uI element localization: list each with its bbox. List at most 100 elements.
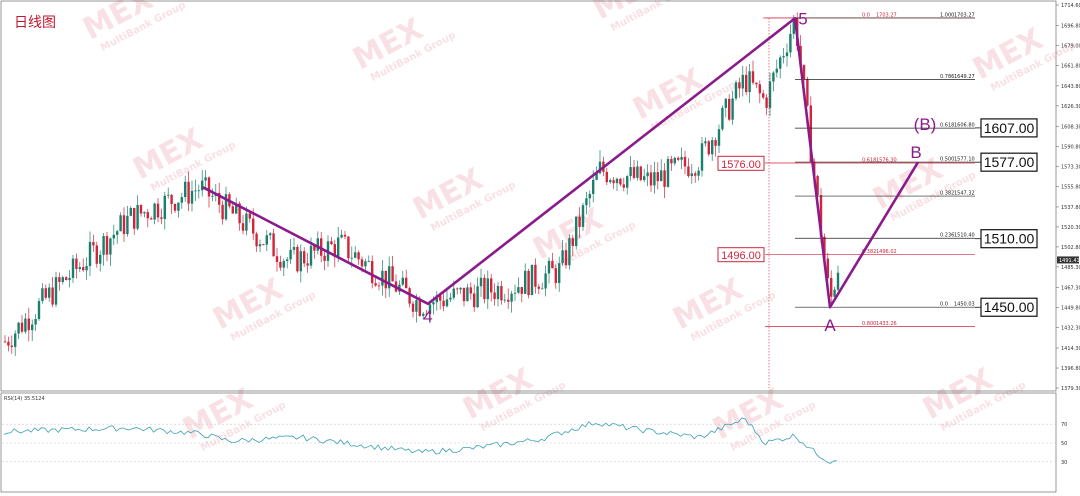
candle [303, 247, 306, 268]
candle [88, 231, 92, 276]
candle [442, 293, 445, 312]
candle [493, 283, 496, 306]
candle [85, 257, 88, 281]
candle [211, 188, 214, 201]
candle [425, 309, 428, 316]
candle [459, 287, 462, 294]
candle [292, 237, 296, 255]
candle [133, 207, 136, 235]
candle [241, 214, 245, 235]
price-axis: 1714.60 1696.80 1679.00 1661.80 1643.80 1626.… [1056, 3, 1080, 392]
candle [741, 65, 744, 97]
candle [496, 282, 500, 307]
candle [609, 178, 612, 184]
candle [173, 203, 177, 213]
candle [670, 155, 673, 171]
candle [58, 272, 61, 291]
candle [37, 297, 41, 321]
candle [333, 239, 336, 268]
candle [554, 264, 557, 289]
candle [411, 300, 415, 318]
fib-value: 1547.32 [954, 191, 975, 197]
candle [129, 206, 132, 217]
candle [547, 257, 551, 284]
candle [585, 191, 588, 215]
fib-ratio: 0.236 [940, 233, 954, 239]
fib-ratio: 1.000 [940, 12, 954, 18]
candle [95, 241, 98, 268]
candle [734, 80, 738, 101]
candle [707, 139, 710, 157]
candle [367, 255, 370, 263]
candle [745, 66, 748, 96]
candle [490, 274, 493, 302]
price-tick-label: 1626.30 [1061, 104, 1080, 110]
candle [561, 240, 564, 266]
price-tick-label: 1502.80 [1061, 245, 1080, 251]
candle [551, 252, 554, 269]
candle [789, 24, 792, 58]
candle [500, 280, 503, 305]
candle [704, 137, 707, 147]
candle [775, 59, 778, 78]
candle [581, 202, 585, 231]
candle [683, 150, 687, 175]
fib-ratio: 0.800 [862, 321, 876, 327]
candle [146, 208, 149, 228]
candle [258, 239, 262, 253]
candle [82, 258, 85, 272]
candle [571, 234, 574, 257]
candle [534, 258, 537, 294]
candle [153, 202, 156, 225]
candle [626, 175, 629, 195]
candle [92, 234, 95, 252]
candle [653, 161, 656, 194]
candle [541, 282, 544, 290]
candle [54, 271, 58, 308]
rsi-panel: 70 50 30 [2, 417, 1067, 466]
candle [156, 198, 160, 223]
price-boxes: 1607.00 1577.00 1510.00 1450.00 1576.00 1496.… [717, 118, 1038, 317]
candle [218, 182, 221, 214]
candle [673, 156, 676, 166]
candle [476, 277, 479, 309]
current-price-label: 1491.41 [1059, 258, 1080, 264]
price-tick-label: 1485.30 [1061, 265, 1080, 271]
wave-label-b-projection: (B) [914, 115, 937, 134]
candle [306, 252, 309, 273]
candle [3, 335, 7, 344]
price-box: 1607.00 [975, 118, 1038, 138]
candle [568, 234, 571, 270]
wave-label-a: A [824, 316, 836, 335]
candle [717, 124, 721, 154]
candle [762, 89, 765, 100]
wave-label-4: 4 [423, 307, 432, 326]
candle [527, 268, 530, 299]
candle [27, 307, 30, 342]
price-box-red: 1496.00 [717, 247, 765, 263]
candle [636, 160, 639, 181]
candle [507, 288, 510, 309]
candle [184, 175, 187, 202]
chart-title: 日线图 [14, 14, 56, 30]
candle [248, 211, 251, 223]
candle [116, 229, 119, 244]
candle [150, 216, 153, 220]
candle [286, 256, 289, 269]
price-box: 1577.00 [975, 152, 1038, 172]
fib-level: 0.786 1649.27 [795, 74, 975, 80]
candle [282, 258, 285, 276]
candle [14, 330, 17, 356]
candle [34, 314, 37, 331]
candle [388, 256, 391, 297]
price-tick-label: 1608.30 [1061, 124, 1080, 130]
candle [660, 159, 663, 182]
candle [768, 72, 772, 117]
candle [612, 176, 615, 189]
candle [381, 259, 384, 296]
candle [690, 164, 693, 184]
candle [605, 167, 608, 186]
